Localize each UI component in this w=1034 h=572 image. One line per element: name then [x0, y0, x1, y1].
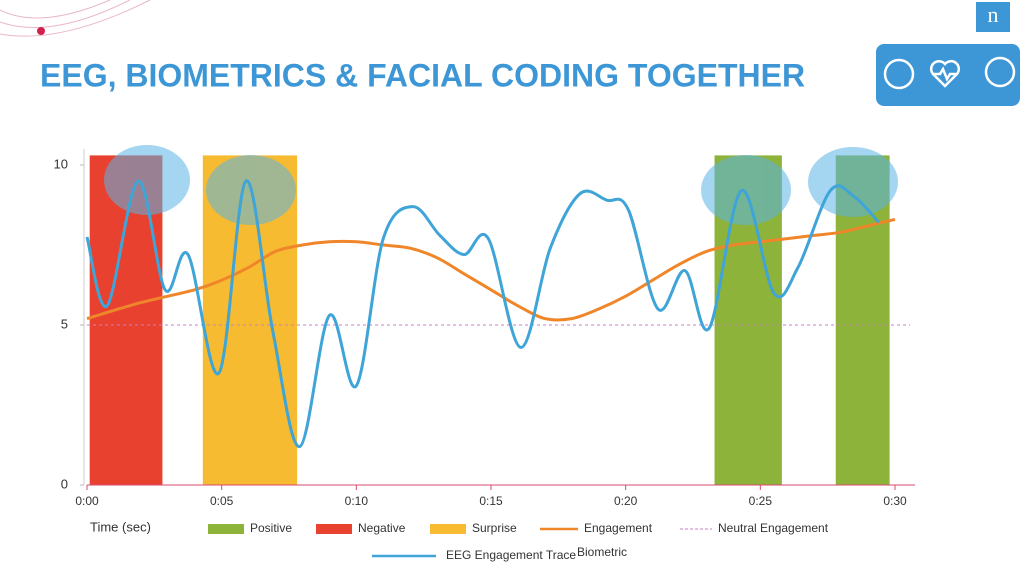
- deco-dot: [37, 27, 45, 35]
- deco-arc: [0, 0, 131, 29]
- x-tick-label: 0:05: [210, 494, 234, 508]
- legend-label: Positive: [250, 521, 292, 535]
- heart-icon: [929, 59, 961, 88]
- highlight: [808, 147, 898, 217]
- x-tick-label: 0:30: [883, 494, 907, 508]
- y-tick-label: 0: [61, 476, 68, 491]
- face-icon: [883, 58, 915, 90]
- legend-swatch: [208, 524, 244, 534]
- highlight: [701, 155, 791, 225]
- deco-arc: [0, 0, 151, 37]
- y-tick-label: 10: [54, 156, 68, 171]
- logo-box: [976, 2, 1010, 32]
- series-line: [86, 217, 896, 322]
- legend-swatch: [316, 524, 352, 534]
- chart-title: EEG, BIOMETRICS & FACIAL CODING TOGETHER: [40, 57, 805, 93]
- icons: [883, 56, 1016, 90]
- x-tick-label: 0:10: [345, 494, 369, 508]
- legend-label: Neutral Engagement: [718, 521, 829, 535]
- logo: n: [988, 2, 999, 27]
- legend-label: Surprise: [472, 521, 517, 535]
- highlight: [104, 145, 190, 215]
- x-tick-label: 0:00: [75, 494, 99, 508]
- decoration: [0, 0, 151, 37]
- x-tick-label: 0:20: [614, 494, 638, 508]
- brain-icon: [984, 56, 1016, 88]
- legend-swatch: [430, 524, 466, 534]
- legend-note: Biometric: [577, 545, 627, 559]
- x-tick-label: 0:15: [479, 494, 503, 508]
- x-axis-label: Time (sec): [90, 519, 151, 534]
- y-tick-label: 5: [61, 316, 68, 331]
- x-tick-label: 0:25: [749, 494, 773, 508]
- legend-label: EEG Engagement Trace: [446, 548, 576, 562]
- legend-label: Engagement: [584, 521, 653, 535]
- series-line: [85, 179, 880, 449]
- deco-arc: [0, 0, 111, 19]
- legend-label: Negative: [358, 521, 406, 535]
